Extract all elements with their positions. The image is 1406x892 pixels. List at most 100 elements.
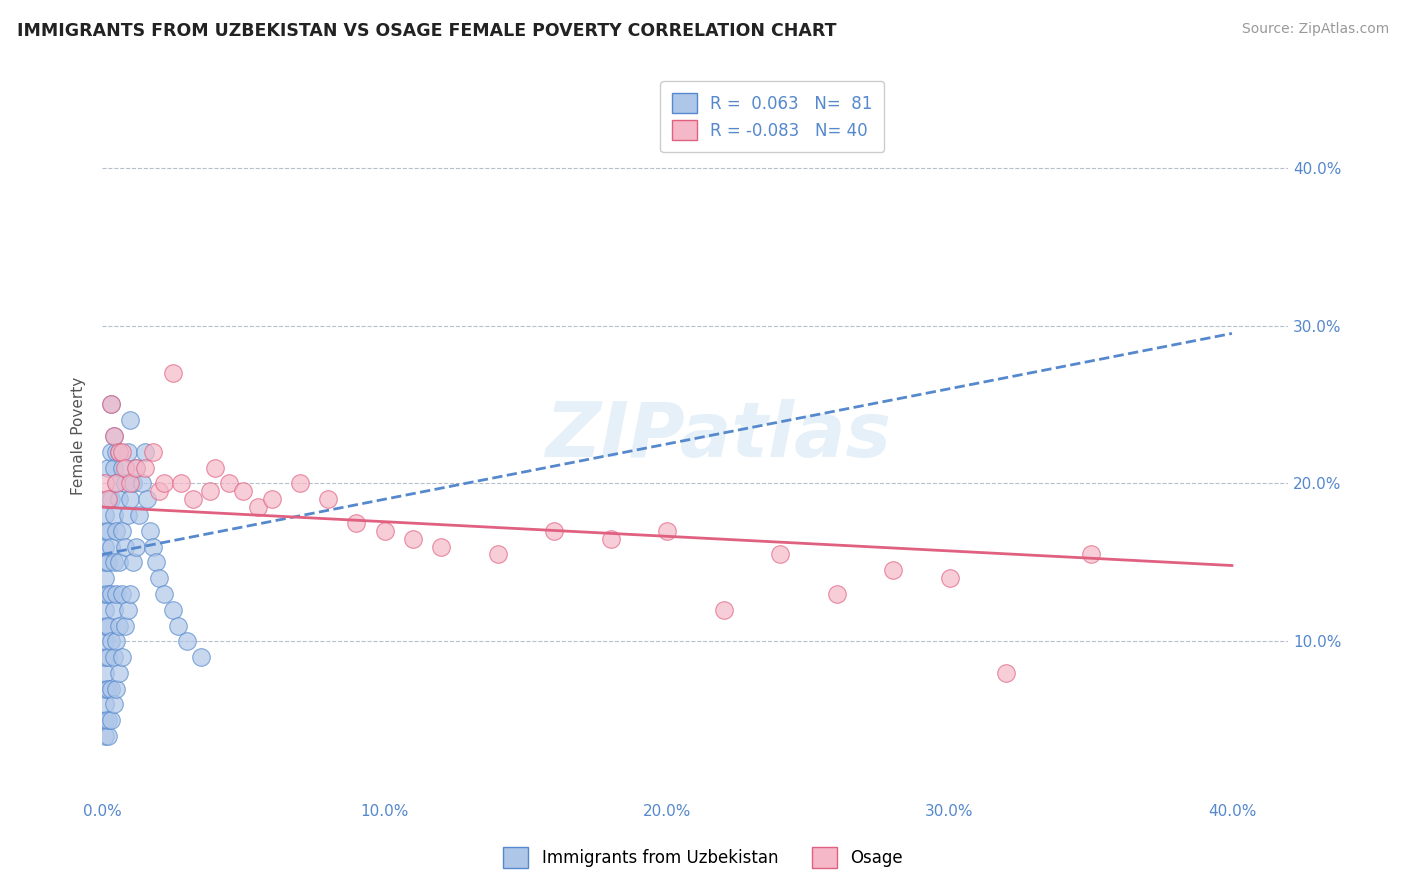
Point — [145, 555, 167, 569]
Point — [94, 681, 117, 696]
Point — [105, 681, 128, 696]
Point — [103, 603, 125, 617]
Point — [114, 460, 136, 475]
Point — [139, 524, 162, 538]
Point — [97, 681, 120, 696]
Point — [170, 476, 193, 491]
Point — [486, 548, 509, 562]
Point — [105, 634, 128, 648]
Y-axis label: Female Poverty: Female Poverty — [72, 377, 86, 495]
Point — [316, 492, 339, 507]
Point — [374, 524, 396, 538]
Point — [153, 587, 176, 601]
Point — [105, 476, 128, 491]
Point — [176, 634, 198, 648]
Point — [94, 587, 117, 601]
Point — [103, 508, 125, 522]
Point — [134, 460, 156, 475]
Point — [125, 460, 148, 475]
Text: IMMIGRANTS FROM UZBEKISTAN VS OSAGE FEMALE POVERTY CORRELATION CHART: IMMIGRANTS FROM UZBEKISTAN VS OSAGE FEMA… — [17, 22, 837, 40]
Text: Source: ZipAtlas.com: Source: ZipAtlas.com — [1241, 22, 1389, 37]
Point — [599, 532, 621, 546]
Point — [344, 516, 367, 530]
Point — [103, 555, 125, 569]
Point — [190, 650, 212, 665]
Point — [105, 587, 128, 601]
Point — [148, 571, 170, 585]
Point — [134, 445, 156, 459]
Text: ZIPatlas: ZIPatlas — [546, 399, 891, 473]
Point — [122, 555, 145, 569]
Point — [94, 571, 117, 585]
Point — [97, 492, 120, 507]
Point — [938, 571, 960, 585]
Point — [162, 603, 184, 617]
Point — [100, 713, 122, 727]
Point — [105, 524, 128, 538]
Point — [117, 508, 139, 522]
Point — [120, 492, 142, 507]
Legend: R =  0.063   N=  81, R = -0.083   N= 40: R = 0.063 N= 81, R = -0.083 N= 40 — [661, 81, 884, 152]
Point — [995, 665, 1018, 680]
Point — [94, 555, 117, 569]
Point — [543, 524, 565, 538]
Point — [94, 524, 117, 538]
Point — [117, 603, 139, 617]
Point — [114, 540, 136, 554]
Point — [167, 618, 190, 632]
Point — [117, 445, 139, 459]
Point — [108, 555, 131, 569]
Point — [402, 532, 425, 546]
Point — [103, 429, 125, 443]
Point — [125, 540, 148, 554]
Point — [125, 460, 148, 475]
Point — [218, 476, 240, 491]
Point — [108, 445, 131, 459]
Point — [97, 524, 120, 538]
Point — [114, 476, 136, 491]
Point — [108, 492, 131, 507]
Point — [94, 665, 117, 680]
Point — [204, 460, 226, 475]
Point — [128, 508, 150, 522]
Point — [260, 492, 283, 507]
Point — [94, 713, 117, 727]
Point — [105, 476, 128, 491]
Point — [111, 587, 134, 601]
Point — [100, 587, 122, 601]
Point — [105, 445, 128, 459]
Point — [246, 500, 269, 515]
Point — [94, 618, 117, 632]
Point — [882, 563, 904, 577]
Point — [108, 618, 131, 632]
Point — [111, 524, 134, 538]
Point — [94, 540, 117, 554]
Point — [100, 540, 122, 554]
Point — [100, 634, 122, 648]
Point — [97, 618, 120, 632]
Point — [136, 492, 159, 507]
Point — [100, 445, 122, 459]
Point — [94, 698, 117, 712]
Point — [108, 445, 131, 459]
Point — [142, 445, 165, 459]
Legend: Immigrants from Uzbekistan, Osage: Immigrants from Uzbekistan, Osage — [492, 836, 914, 880]
Point — [103, 429, 125, 443]
Point — [100, 397, 122, 411]
Point — [111, 460, 134, 475]
Point — [97, 713, 120, 727]
Point — [114, 618, 136, 632]
Point — [108, 665, 131, 680]
Point — [97, 492, 120, 507]
Point — [103, 698, 125, 712]
Point — [131, 476, 153, 491]
Point — [198, 484, 221, 499]
Point — [769, 548, 792, 562]
Point — [120, 476, 142, 491]
Point — [162, 366, 184, 380]
Point — [100, 397, 122, 411]
Point — [97, 555, 120, 569]
Point — [181, 492, 204, 507]
Point — [288, 476, 311, 491]
Point — [120, 587, 142, 601]
